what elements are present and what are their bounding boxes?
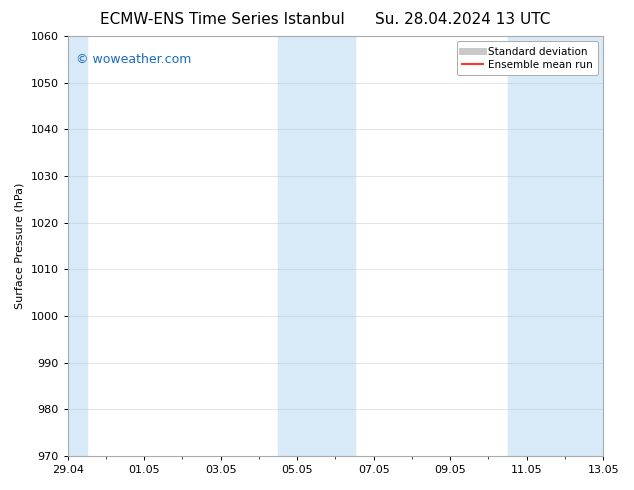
Text: © woweather.com: © woweather.com (75, 53, 191, 66)
Bar (508, 36, 603, 456)
Y-axis label: Surface Pressure (hPa): Surface Pressure (hPa) (15, 183, 25, 309)
Text: ECMW-ENS Time Series Istanbul: ECMW-ENS Time Series Istanbul (100, 12, 344, 27)
Legend: Standard deviation, Ensemble mean run: Standard deviation, Ensemble mean run (456, 41, 598, 75)
Text: Su. 28.04.2024 13 UTC: Su. 28.04.2024 13 UTC (375, 12, 550, 27)
Bar (68, 36, 87, 456)
Bar (278, 36, 354, 456)
